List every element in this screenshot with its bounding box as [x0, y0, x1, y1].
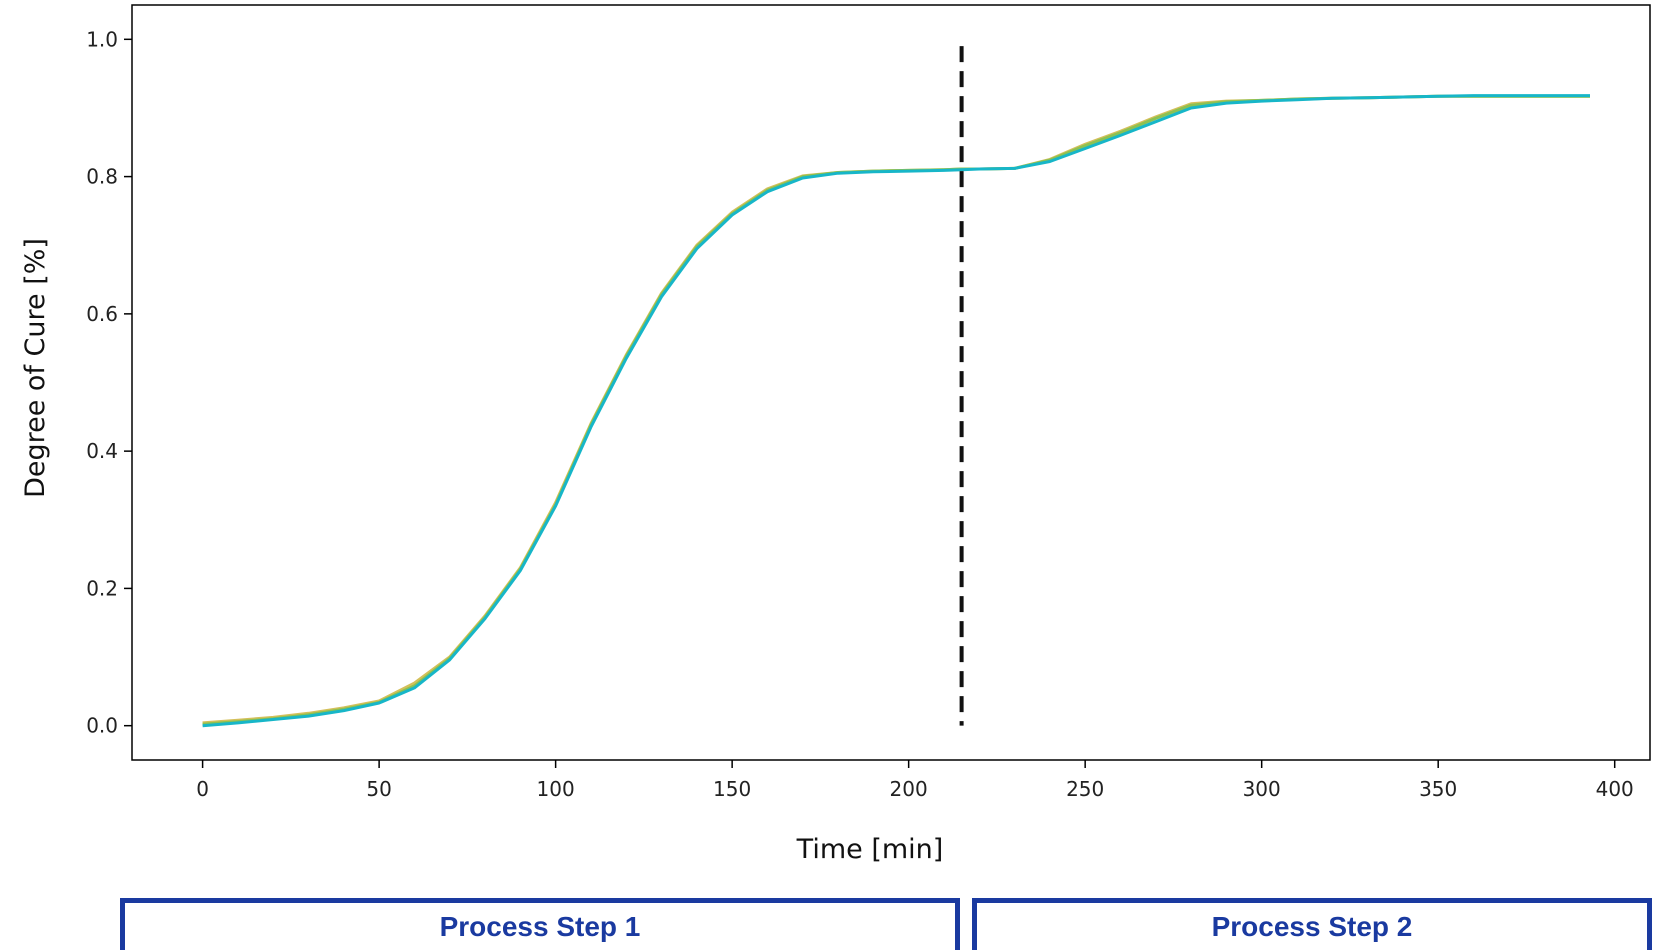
x-tick-label: 200 — [890, 777, 928, 801]
x-tick-label: 0 — [196, 777, 209, 801]
y-tick-label: 0.0 — [86, 714, 118, 738]
y-tick-label: 0.6 — [86, 302, 118, 326]
x-tick-label: 350 — [1419, 777, 1457, 801]
series-layer — [202, 94, 1590, 728]
plot-frame — [131, 4, 1651, 761]
y-tick-label: 0.4 — [86, 439, 118, 463]
y-tick-label: 1.0 — [86, 27, 118, 51]
x-tick-label: 100 — [537, 777, 575, 801]
y-axis-ticks: 0.0 0.2 0.4 0.6 0.8 1.0 — [86, 27, 132, 738]
x-tick-label: 150 — [713, 777, 751, 801]
process-step-1-box: Process Step 1 — [120, 898, 960, 950]
process-step-1-label: Process Step 1 — [439, 910, 641, 942]
x-axis-ticks: 0 50 100 150 200 250 300 350 400 — [196, 760, 1634, 801]
x-tick-label: 400 — [1596, 777, 1634, 801]
y-tick-label: 0.8 — [86, 165, 118, 189]
y-axis-label: Degree of Cure [%] — [20, 238, 51, 498]
series-line-1 — [202, 94, 1590, 725]
process-step-2-label: Process Step 2 — [1211, 910, 1413, 942]
process-step-2-box: Process Step 2 — [972, 898, 1652, 950]
x-tick-label: 50 — [366, 777, 391, 801]
x-tick-label: 250 — [1066, 777, 1104, 801]
y-tick-label: 0.2 — [86, 576, 118, 600]
series-line-3 — [202, 94, 1590, 728]
x-tick-label: 300 — [1243, 777, 1281, 801]
chart: 0.0 0.2 0.4 0.6 0.8 1.0 0 50 100 150 200 250 300 350… — [20, 4, 1651, 865]
series-line-2 — [202, 94, 1590, 726]
x-axis-label: Time [min] — [796, 834, 944, 865]
